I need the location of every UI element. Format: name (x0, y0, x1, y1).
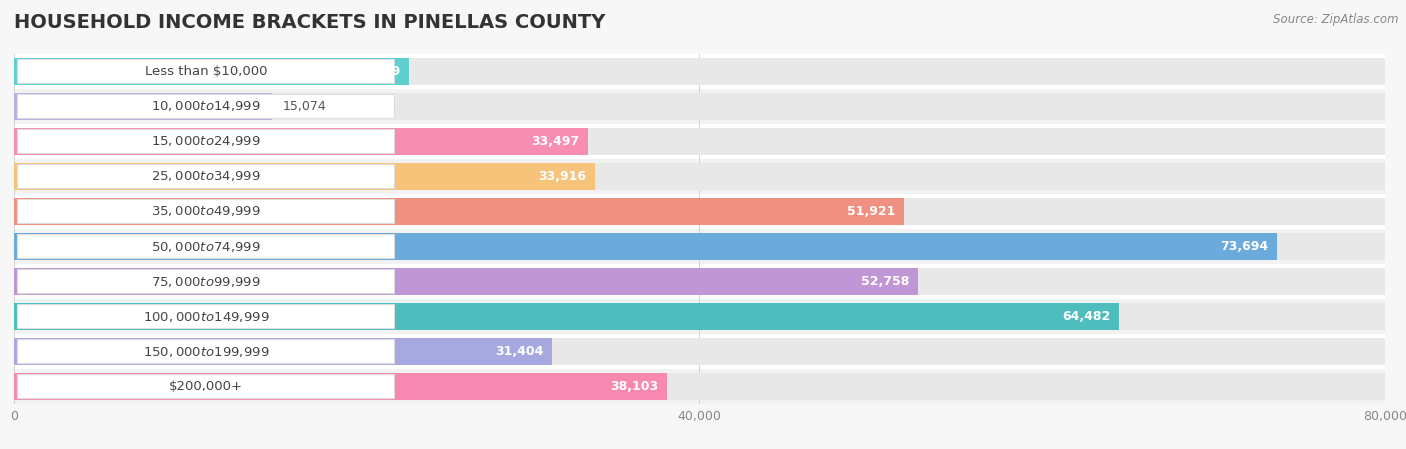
Text: $200,000+: $200,000+ (169, 380, 243, 393)
FancyBboxPatch shape (17, 59, 395, 84)
Text: 15,074: 15,074 (283, 100, 326, 113)
Text: $75,000 to $99,999: $75,000 to $99,999 (150, 274, 262, 289)
Text: $15,000 to $24,999: $15,000 to $24,999 (150, 134, 262, 149)
Bar (14, 303, 1119, 330)
Bar (14, 124, 1385, 159)
Bar (14, 373, 1385, 400)
Bar (14, 338, 553, 365)
FancyBboxPatch shape (17, 234, 395, 259)
FancyBboxPatch shape (17, 199, 395, 224)
Text: $25,000 to $34,999: $25,000 to $34,999 (150, 169, 262, 184)
Bar (14, 233, 1385, 260)
Text: $10,000 to $14,999: $10,000 to $14,999 (150, 99, 262, 114)
FancyBboxPatch shape (17, 164, 395, 189)
Text: $50,000 to $74,999: $50,000 to $74,999 (150, 239, 262, 254)
Text: 38,103: 38,103 (610, 380, 658, 393)
Text: 31,404: 31,404 (495, 345, 544, 358)
Bar (14, 369, 1385, 404)
Bar (14, 373, 666, 400)
Text: 64,482: 64,482 (1062, 310, 1111, 323)
FancyBboxPatch shape (17, 129, 395, 154)
Text: $35,000 to $49,999: $35,000 to $49,999 (150, 204, 262, 219)
Bar (14, 338, 1385, 365)
Bar (14, 89, 1385, 124)
Text: 73,694: 73,694 (1220, 240, 1268, 253)
Bar (14, 58, 409, 85)
Text: 23,029: 23,029 (352, 65, 401, 78)
Bar (14, 268, 1385, 295)
Bar (14, 54, 1385, 89)
Text: Less than $10,000: Less than $10,000 (145, 65, 267, 78)
Bar (14, 264, 1385, 299)
Bar (14, 194, 1385, 229)
Bar (14, 163, 595, 190)
Bar (14, 233, 1277, 260)
FancyBboxPatch shape (17, 374, 395, 399)
Bar (14, 128, 588, 155)
FancyBboxPatch shape (17, 339, 395, 364)
Text: 33,497: 33,497 (531, 135, 579, 148)
Bar (14, 303, 1385, 330)
Text: 51,921: 51,921 (846, 205, 896, 218)
Bar (14, 268, 918, 295)
FancyBboxPatch shape (17, 94, 395, 119)
Text: HOUSEHOLD INCOME BRACKETS IN PINELLAS COUNTY: HOUSEHOLD INCOME BRACKETS IN PINELLAS CO… (14, 13, 606, 32)
FancyBboxPatch shape (17, 269, 395, 294)
Bar (14, 58, 1385, 85)
Bar (14, 93, 273, 120)
Text: $100,000 to $149,999: $100,000 to $149,999 (143, 309, 269, 324)
FancyBboxPatch shape (17, 304, 395, 329)
Bar (14, 198, 904, 225)
Bar (14, 159, 1385, 194)
Bar (14, 334, 1385, 369)
Text: $150,000 to $199,999: $150,000 to $199,999 (143, 344, 269, 359)
Bar (14, 163, 1385, 190)
Text: 52,758: 52,758 (860, 275, 910, 288)
Bar (14, 198, 1385, 225)
Text: 33,916: 33,916 (538, 170, 586, 183)
Bar (14, 229, 1385, 264)
Text: Source: ZipAtlas.com: Source: ZipAtlas.com (1274, 13, 1399, 26)
Bar (14, 93, 1385, 120)
Bar (14, 128, 1385, 155)
Bar (14, 299, 1385, 334)
